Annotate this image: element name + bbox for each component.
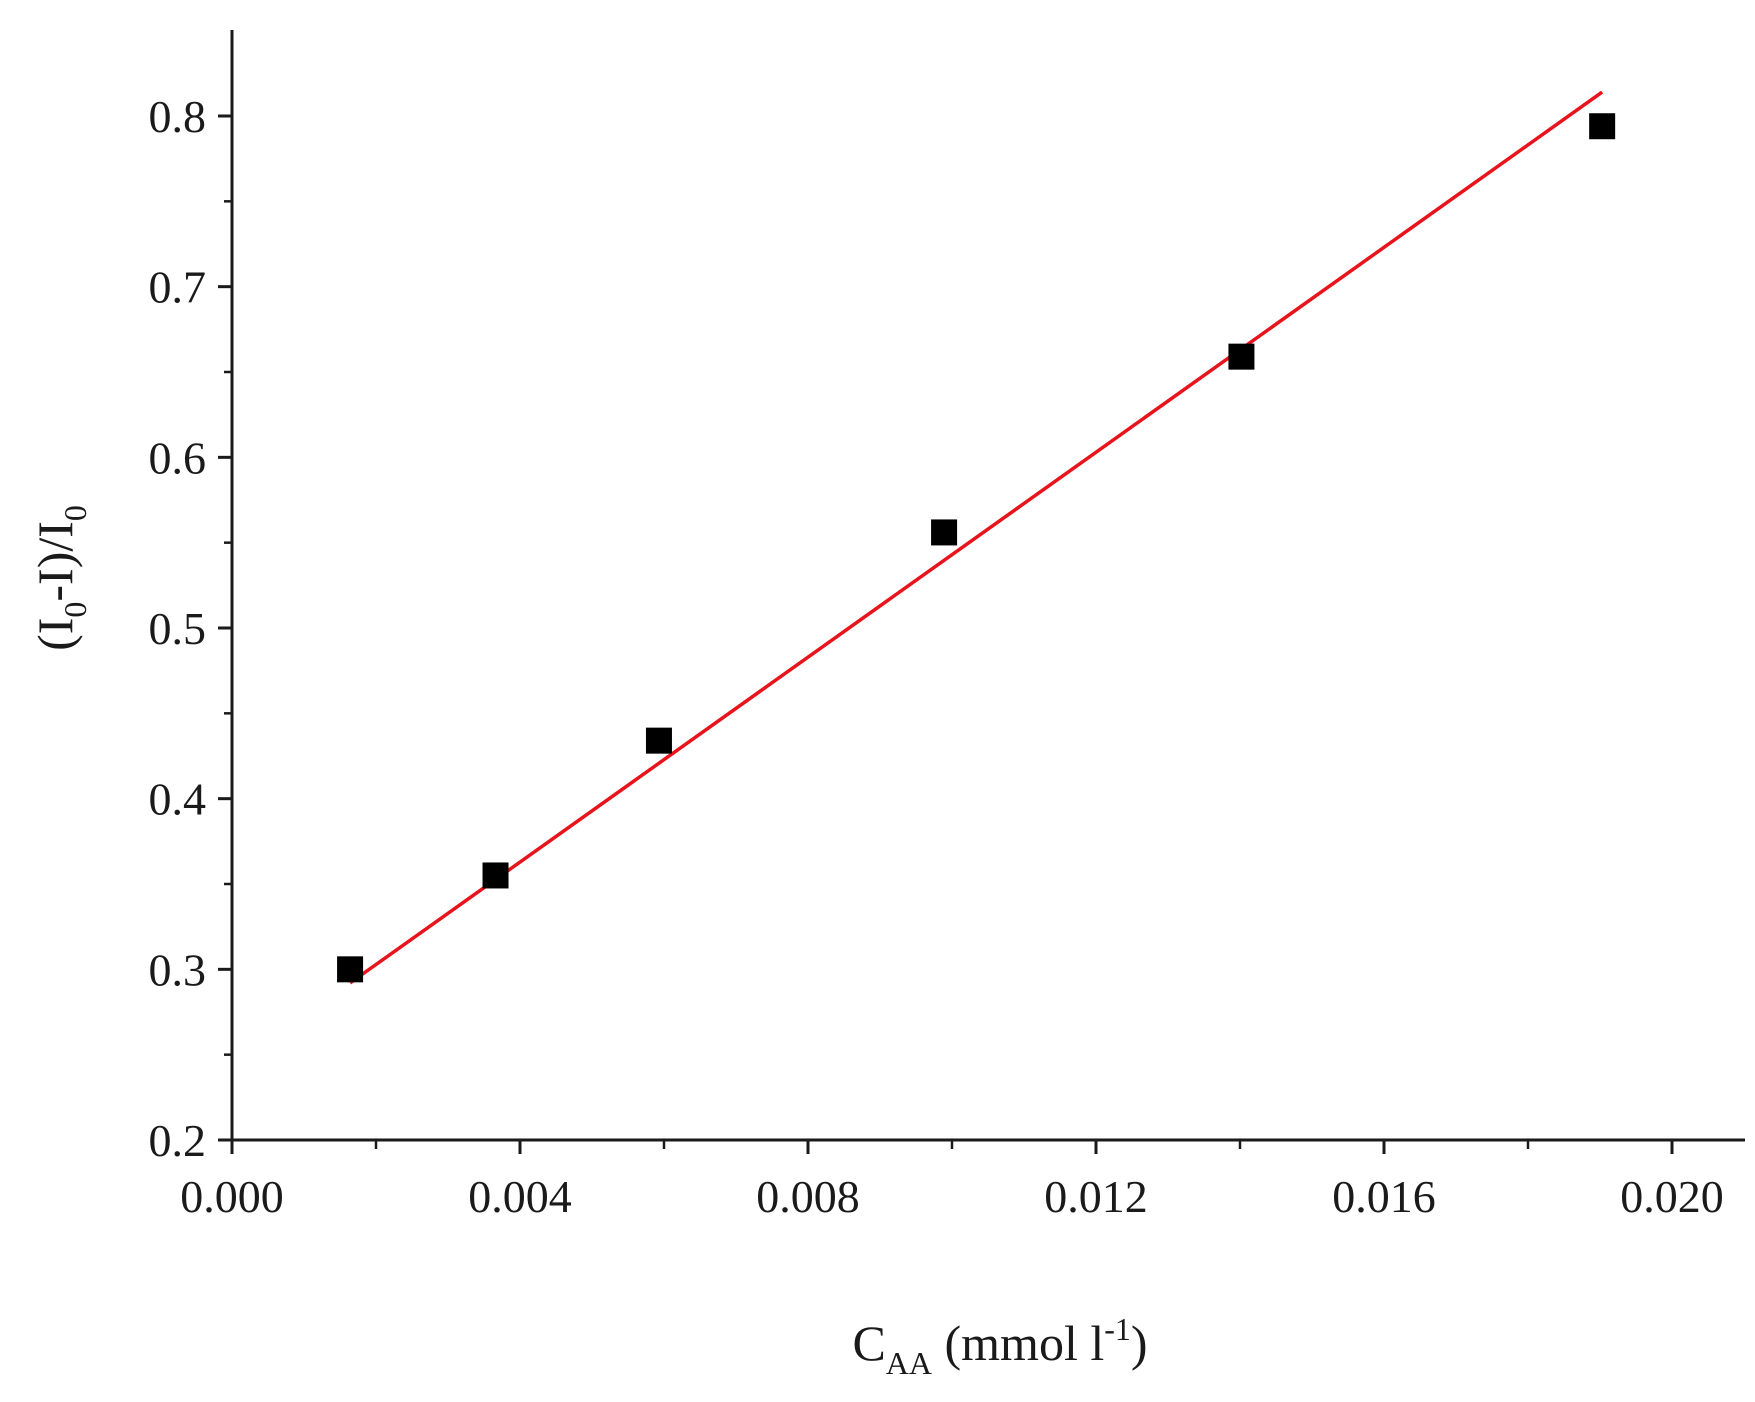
y-tick-label: 0.7 [149, 262, 207, 313]
y-axis-title-part1: (I [27, 618, 83, 651]
y-axis-title: (I0-I)/I0 [27, 505, 93, 651]
axes [230, 30, 1745, 1142]
y-axis-title-sub1: 0 [57, 602, 93, 618]
ticks [218, 114, 1674, 1154]
data-point [931, 519, 958, 546]
data-point [1589, 113, 1616, 140]
x-axis-title-rest: (mmol l [932, 1315, 1104, 1371]
fit-line [349, 90, 1604, 985]
data-point [645, 727, 672, 754]
data-point [337, 956, 364, 983]
data-point [482, 862, 509, 889]
x-axis-title: CAA (mmol l-1) [852, 1311, 1147, 1381]
y-tick-label: 0.5 [149, 603, 207, 654]
data-points [337, 113, 1616, 983]
x-tick-label: 0.016 [1332, 1171, 1436, 1222]
x-tick-label: 0.000 [180, 1171, 284, 1222]
x-tick-label: 0.004 [468, 1171, 572, 1222]
y-tick-label: 0.6 [149, 432, 207, 483]
x-axis-title-close: ) [1131, 1315, 1148, 1371]
y-axis-title-sub2: 0 [57, 505, 93, 521]
y-tick-label: 0.3 [149, 944, 207, 995]
x-tick-label: 0.020 [1620, 1171, 1724, 1222]
y-tick-label: 0.2 [149, 1115, 207, 1166]
x-axis-title-sup: -1 [1104, 1311, 1131, 1347]
tick-labels: 0.2 0.3 0.4 0.5 0.6 0.7 0.8 0.000 0.004 0.008 0.01… [149, 91, 1724, 1222]
x-tick-label: 0.008 [756, 1171, 860, 1222]
data-point [1228, 343, 1255, 370]
x-axis-title-sub: AA [886, 1345, 932, 1381]
y-tick-label: 0.8 [149, 91, 207, 142]
x-axis-title-main: C [852, 1315, 885, 1371]
x-tick-label: 0.012 [1044, 1171, 1148, 1222]
y-axis-title-part2: -I)/I [27, 521, 83, 602]
fit-line-group [349, 90, 1604, 985]
y-tick-label: 0.4 [149, 774, 207, 825]
